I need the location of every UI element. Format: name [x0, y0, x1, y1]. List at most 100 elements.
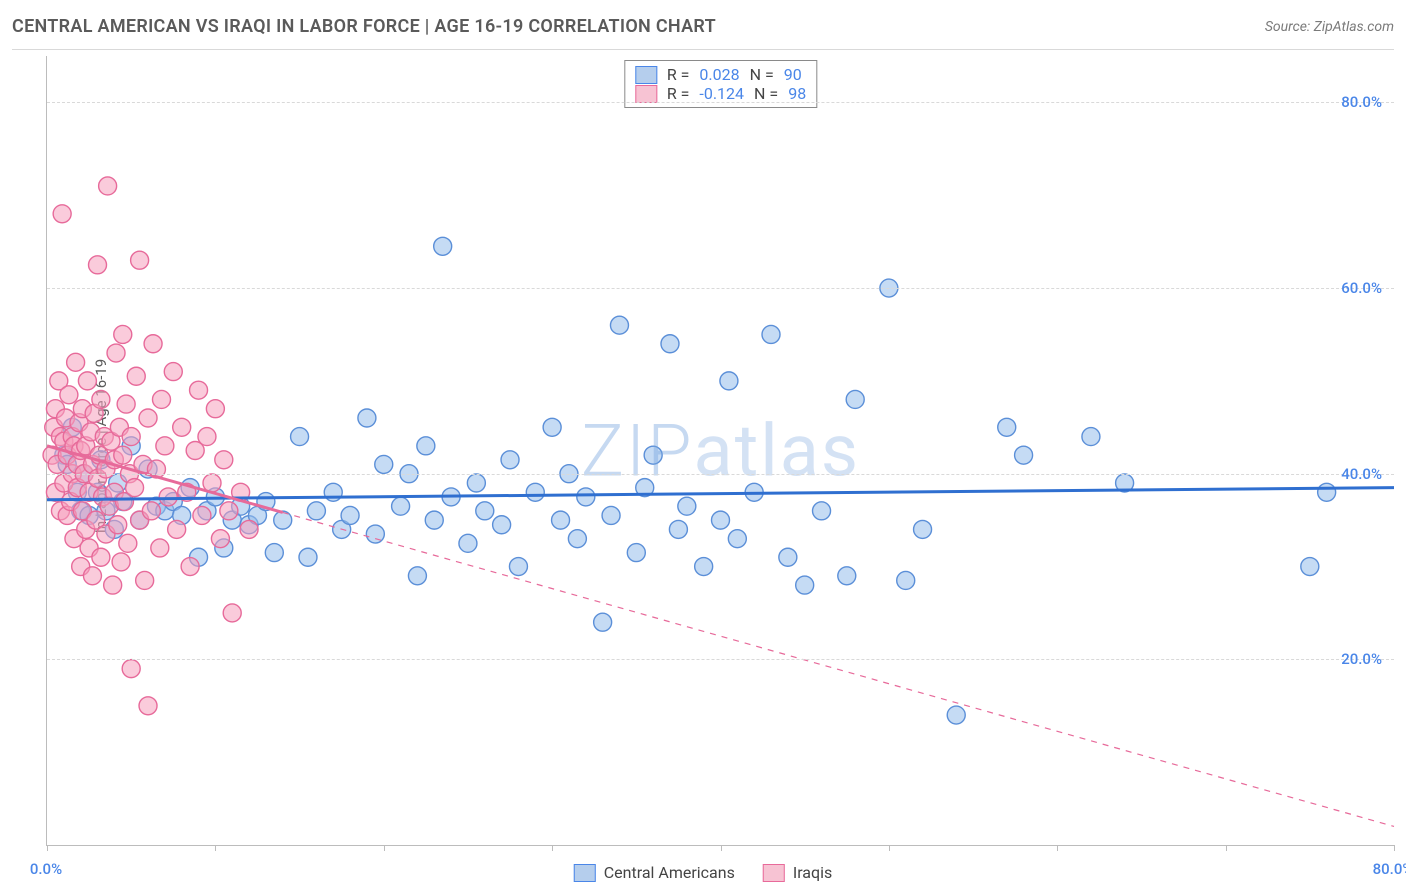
scatter-point: [669, 520, 687, 538]
scatter-point: [114, 446, 132, 464]
source-label: Source: ZipAtlas.com: [1265, 19, 1394, 35]
scatter-point: [947, 706, 965, 724]
x-min-label: 0.0%: [30, 860, 62, 878]
swatch-icon: [635, 66, 657, 84]
scatter-point: [526, 483, 544, 501]
scatter-point: [181, 558, 199, 576]
plot-area: ZIPatlas R = 0.028 N = 90 R = -0.124 N =…: [46, 56, 1394, 846]
scatter-point: [114, 325, 132, 343]
gridline: [47, 288, 1394, 289]
scatter-point: [358, 409, 376, 427]
scatter-point: [476, 502, 494, 520]
scatter-point: [392, 497, 410, 515]
scatter-point: [92, 548, 110, 566]
scatter-point: [122, 428, 140, 446]
regression-line-extrapolated: [283, 512, 1394, 826]
scatter-point: [190, 381, 208, 399]
scatter-point: [762, 325, 780, 343]
scatter-point: [493, 516, 511, 534]
scatter-point: [779, 548, 797, 566]
scatter-point: [142, 502, 160, 520]
scatter-point: [223, 604, 241, 622]
gridline: [47, 474, 1394, 475]
scatter-point: [434, 237, 452, 255]
scatter-point: [193, 506, 211, 524]
scatter-point: [53, 205, 71, 223]
x-tick: [552, 845, 553, 851]
scatter-point: [152, 390, 170, 408]
scatter-point: [127, 367, 145, 385]
scatter-point: [151, 539, 169, 557]
scatter-svg: [47, 56, 1394, 845]
n-value: 90: [784, 65, 802, 84]
x-tick: [215, 845, 216, 851]
stats-box: R = 0.028 N = 90 R = -0.124 N = 98: [624, 60, 817, 108]
scatter-point: [265, 544, 283, 562]
swatch-icon: [763, 864, 785, 882]
scatter-point: [144, 335, 162, 353]
swatch-icon: [635, 85, 657, 103]
r-value: 0.028: [699, 65, 739, 84]
scatter-point: [813, 502, 831, 520]
scatter-point: [240, 520, 258, 538]
scatter-point: [78, 372, 96, 390]
scatter-point: [126, 479, 144, 497]
scatter-point: [678, 497, 696, 515]
scatter-point: [136, 571, 154, 589]
scatter-point: [92, 390, 110, 408]
y-tick-label: 40.0%: [1341, 465, 1382, 483]
scatter-point: [467, 474, 485, 492]
scatter-point: [104, 576, 122, 594]
scatter-point: [408, 567, 426, 585]
scatter-point: [1318, 483, 1336, 501]
scatter-point: [501, 451, 519, 469]
scatter-point: [627, 544, 645, 562]
gridline: [47, 659, 1394, 660]
x-tick: [721, 845, 722, 851]
chart-title: CENTRAL AMERICAN VS IRAQI IN LABOR FORCE…: [12, 16, 716, 37]
scatter-point: [417, 437, 435, 455]
scatter-point: [644, 446, 662, 464]
scatter-point: [1301, 558, 1319, 576]
y-tick-label: 60.0%: [1341, 279, 1382, 297]
x-tick: [1226, 845, 1227, 851]
x-tick: [47, 845, 48, 851]
stats-row: R = -0.124 N = 98: [635, 84, 806, 103]
r-label: R =: [667, 65, 690, 84]
scatter-point: [509, 558, 527, 576]
scatter-point: [712, 511, 730, 529]
scatter-point: [291, 428, 309, 446]
x-max-label: 80.0%: [1373, 860, 1406, 878]
scatter-point: [109, 516, 127, 534]
scatter-point: [796, 576, 814, 594]
legend-label: Central Americans: [604, 863, 735, 882]
scatter-point: [375, 455, 393, 473]
legend-item: Central Americans: [574, 863, 735, 882]
header: CENTRAL AMERICAN VS IRAQI IN LABOR FORCE…: [12, 16, 1394, 50]
scatter-point: [67, 353, 85, 371]
scatter-point: [594, 613, 612, 631]
scatter-point: [119, 534, 137, 552]
scatter-point: [211, 530, 229, 548]
scatter-point: [552, 511, 570, 529]
r-value: -0.124: [699, 84, 744, 103]
legend-item: Iraqis: [763, 863, 832, 882]
scatter-point: [459, 534, 477, 552]
scatter-point: [728, 530, 746, 548]
scatter-point: [425, 511, 443, 529]
r-label: R =: [667, 84, 690, 103]
scatter-point: [610, 316, 628, 334]
scatter-point: [215, 451, 233, 469]
y-tick-label: 80.0%: [1341, 93, 1382, 111]
x-tick: [1057, 845, 1058, 851]
scatter-point: [1015, 446, 1033, 464]
scatter-point: [998, 418, 1016, 436]
n-label: N =: [750, 65, 774, 84]
scatter-point: [543, 418, 561, 436]
scatter-point: [602, 506, 620, 524]
scatter-point: [117, 395, 135, 413]
scatter-point: [838, 567, 856, 585]
scatter-point: [274, 511, 292, 529]
scatter-point: [139, 697, 157, 715]
scatter-point: [164, 363, 182, 381]
